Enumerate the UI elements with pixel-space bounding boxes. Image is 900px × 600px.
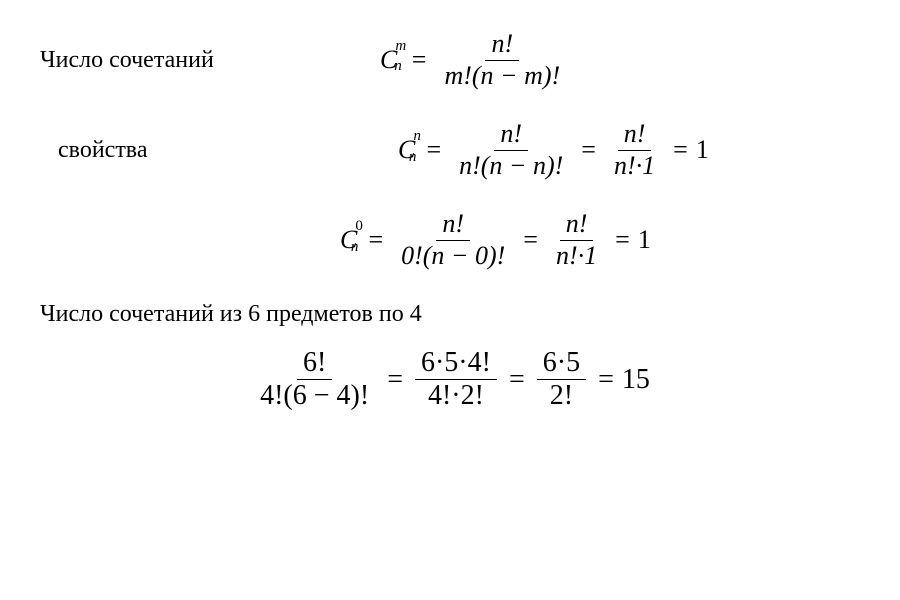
denominator: n!·1 [608, 151, 661, 181]
formula-prop1: C n n = n! n!(n − n)! = n! n!·1 = 1 [398, 120, 709, 180]
label-title: Число сочетаний [40, 47, 340, 74]
row-main-formula: Число сочетаний C m n = n! m!(n − m)! [40, 30, 860, 90]
fraction: 6! 4!(6 − 4)! [254, 348, 375, 413]
sup-m: m [395, 38, 406, 55]
result: 15 [622, 364, 650, 396]
equals-icon: = [523, 225, 538, 255]
denominator: n!(n − n)! [453, 151, 569, 181]
formula-prop2: C 0 n = n! 0!(n − 0)! = n! n!·1 = 1 [340, 210, 651, 270]
formula-example: 6! 4!(6 − 4)! = 6·5·4! 4!·2! = 6·5 2! = … [250, 348, 650, 413]
equals-icon: = [412, 45, 427, 75]
numerator: n! [494, 120, 528, 151]
equals-icon: = [615, 225, 630, 255]
denominator: n!·1 [550, 241, 603, 271]
row-property-1: свойства C n n = n! n!(n − n)! = n! n!·1… [40, 120, 860, 180]
numerator: n! [560, 210, 594, 241]
equals-icon: = [509, 364, 525, 396]
fraction: 6·5·4! 4!·2! [415, 348, 497, 413]
result: 1 [696, 135, 709, 165]
fraction: n! n!·1 [550, 210, 603, 270]
sup-n: n [413, 128, 421, 145]
document-page: Число сочетаний C m n = n! m!(n − m)! св… [0, 0, 900, 600]
fraction: n! 0!(n − 0)! [395, 210, 511, 270]
sup-0: 0 [355, 218, 363, 235]
denominator: m!(n − m)! [438, 61, 566, 91]
sub-n: n [409, 149, 417, 166]
equals-icon: = [673, 135, 688, 165]
label-properties: свойства [40, 137, 358, 164]
row-example-formula: 6! 4!(6 − 4)! = 6·5·4! 4!·2! = 6·5 2! = … [40, 348, 860, 413]
equals-icon: = [368, 225, 383, 255]
numerator: n! [618, 120, 652, 151]
equals-icon: = [387, 364, 403, 396]
equals-icon: = [598, 364, 614, 396]
numerator: n! [485, 30, 519, 61]
numerator: 6·5 [537, 348, 586, 381]
fraction-main: n! m!(n − m)! [438, 30, 566, 90]
fraction: n! n!(n − n)! [453, 120, 569, 180]
denominator: 4!(6 − 4)! [254, 380, 375, 412]
result: 1 [638, 225, 651, 255]
equals-icon: = [581, 135, 596, 165]
denominator: 4!·2! [422, 380, 490, 412]
denominator: 0!(n − 0)! [395, 241, 511, 271]
numerator: n! [436, 210, 470, 241]
formula-combinations: C m n = n! m!(n − m)! [380, 30, 570, 90]
numerator: 6! [297, 348, 332, 381]
sub-n: n [394, 58, 402, 75]
denominator: 2! [544, 380, 579, 412]
fraction: 6·5 2! [537, 348, 586, 413]
label-example: Число сочетаний из 6 предметов по 4 [40, 301, 860, 328]
fraction: n! n!·1 [608, 120, 661, 180]
numerator: 6·5·4! [415, 348, 497, 381]
sub-n: n [351, 239, 359, 256]
equals-icon: = [426, 135, 441, 165]
row-property-2: C 0 n = n! 0!(n − 0)! = n! n!·1 = 1 [40, 210, 860, 270]
